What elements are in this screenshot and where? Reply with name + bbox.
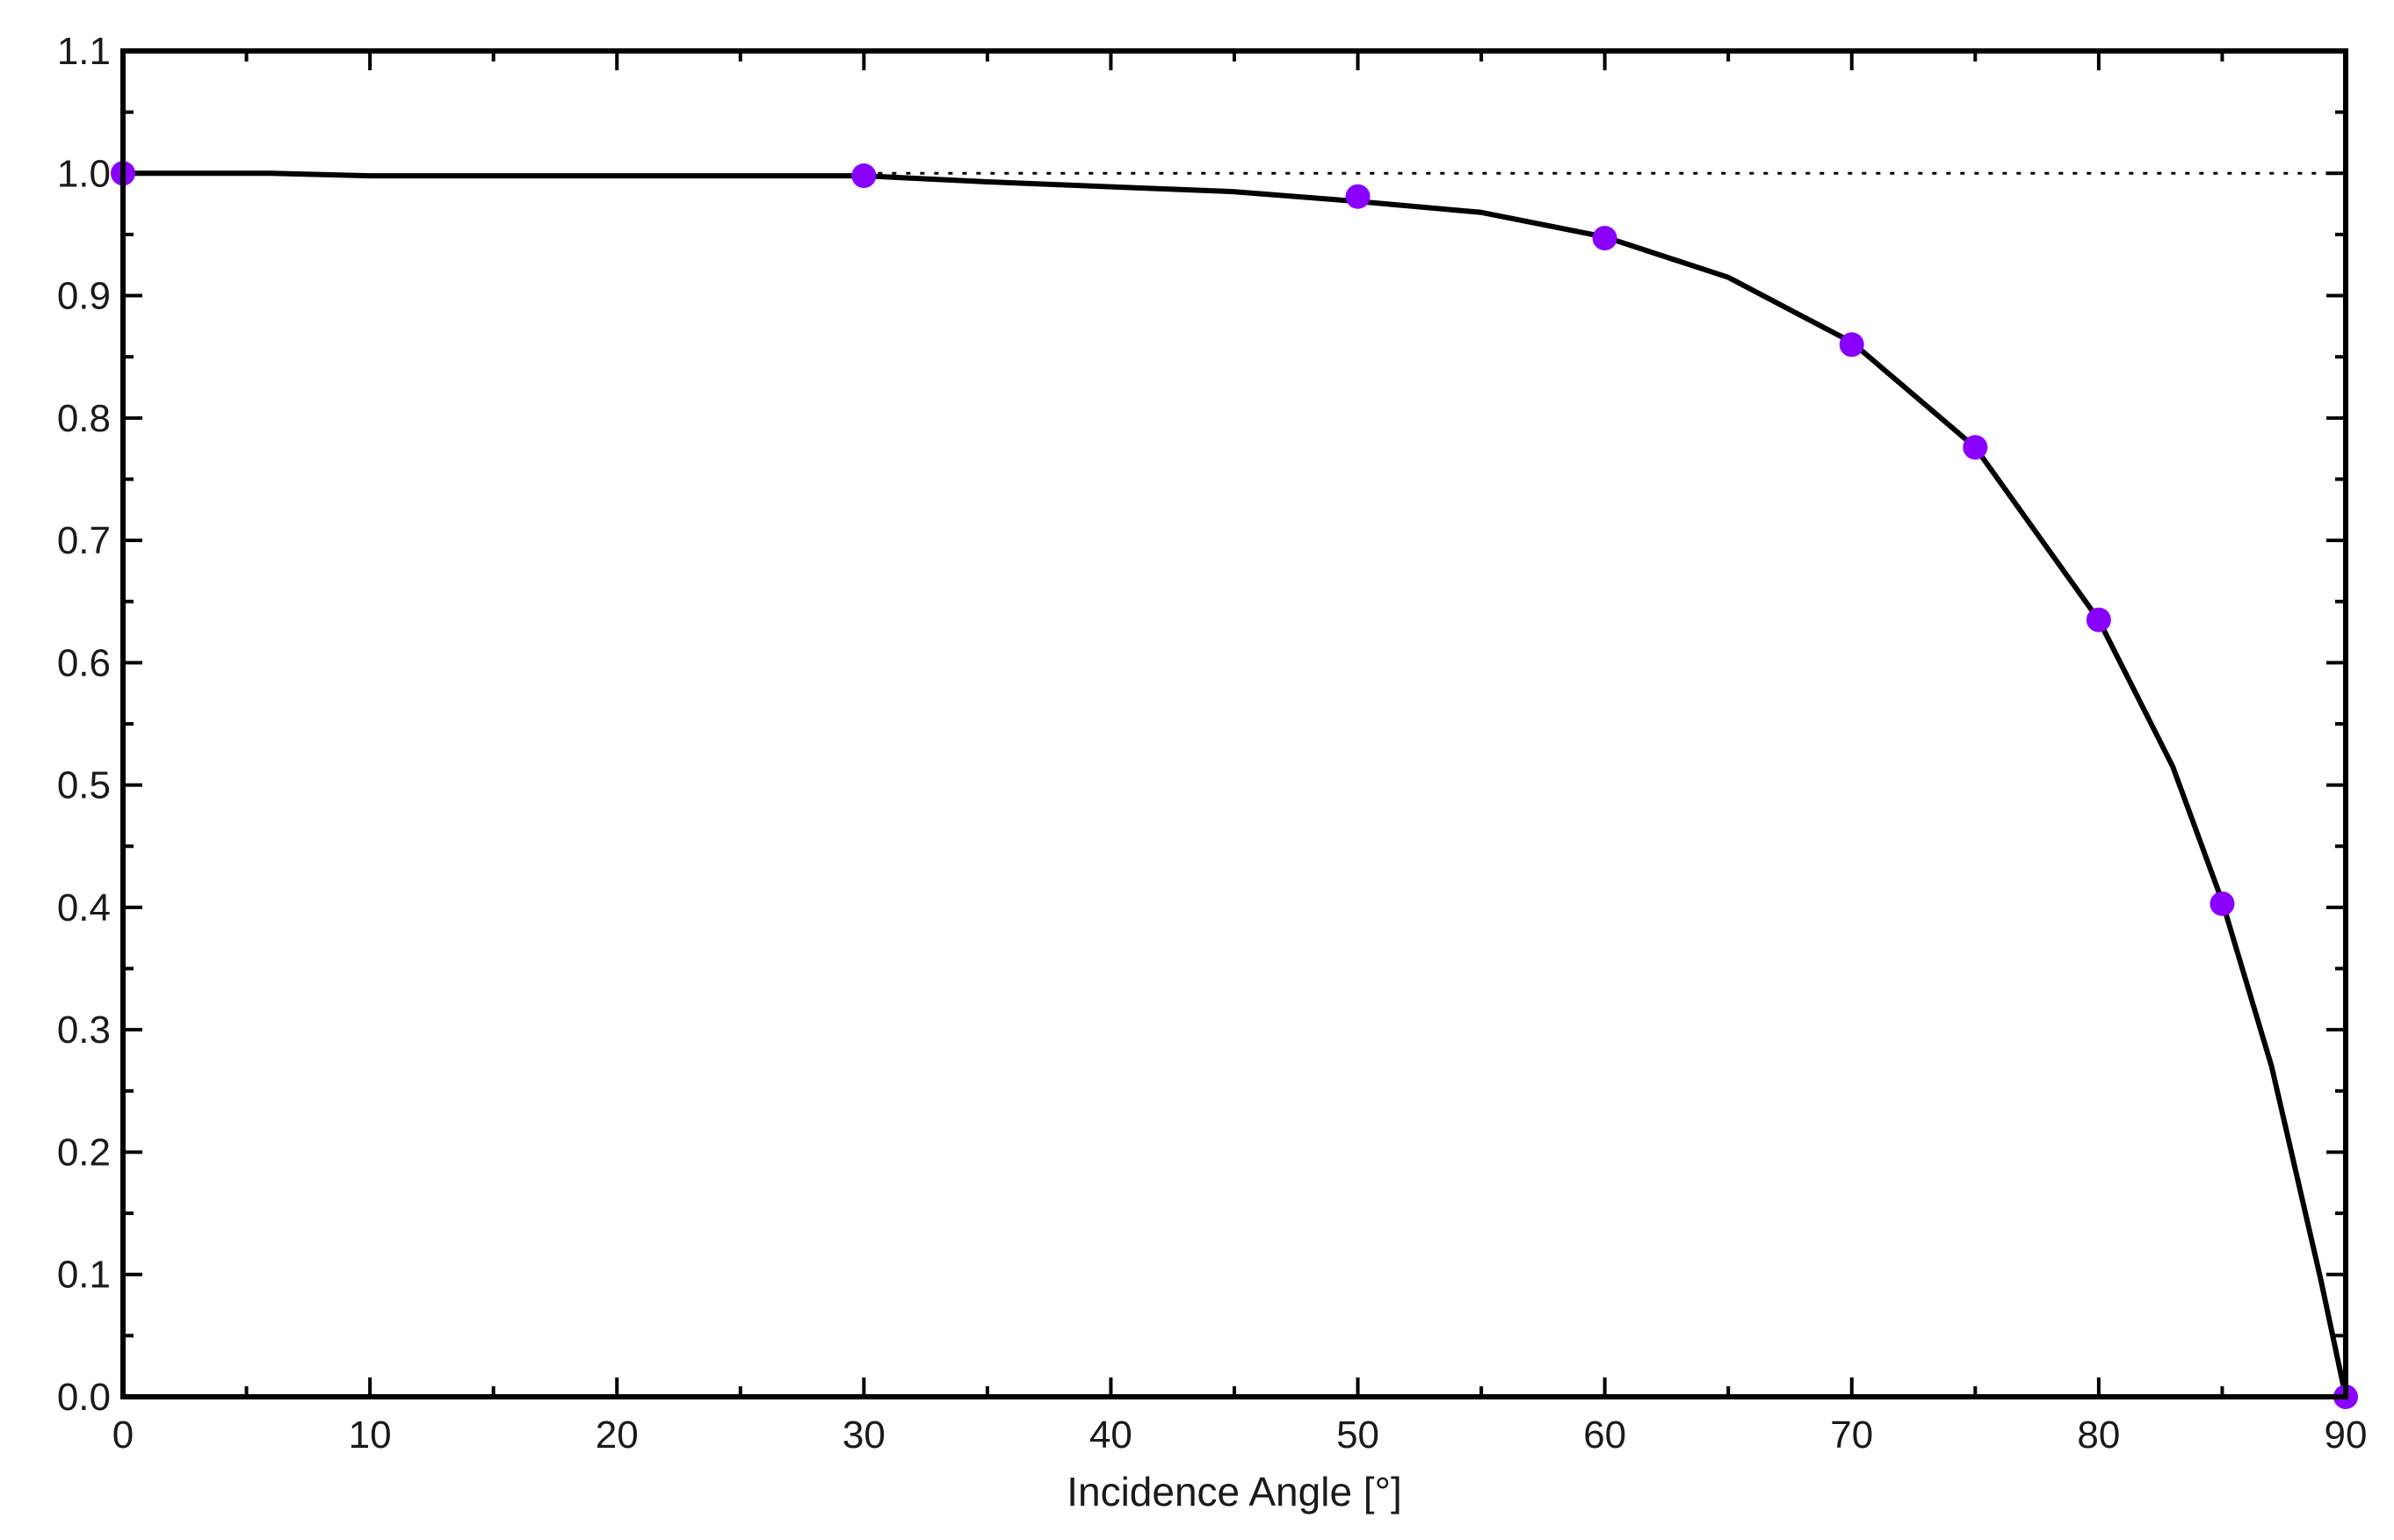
y-tick-label: 0.4 [57,886,111,929]
y-tick-label: 1.0 [57,152,111,195]
y-tick-label: 1.1 [57,30,111,73]
data-point [1963,435,1988,460]
x-tick-label: 90 [2325,1413,2368,1457]
data-point [1592,226,1617,251]
x-tick-label: 80 [2077,1413,2120,1457]
x-tick-label: 40 [1089,1413,1132,1457]
x-tick-label: 20 [596,1413,639,1457]
y-tick-label: 0.6 [57,641,111,684]
series-line [120,170,2348,1399]
y-tick-label: 0.8 [57,397,111,440]
x-tick-label: 0 [112,1413,134,1457]
data-point [2086,607,2111,633]
data-point [2210,891,2235,916]
tick-labels-layer: 0 10 20 30 40 50 60 70 80 90 0.0 0.1 0.2 0.3 0.4 0.5 0.6… [57,30,2368,1457]
y-tick-label: 0.5 [57,764,111,807]
y-tick-label: 0.1 [57,1254,111,1297]
plot-frame [120,48,2348,1399]
y-tick-label: 0.3 [57,1009,111,1052]
data-point [1839,332,1864,358]
markers-layer [111,161,2358,1409]
x-axis-label: Incidence Angle [°] [1067,1469,1402,1515]
data-point [851,163,877,189]
y-tick-label: 0.2 [57,1131,111,1174]
y-tick-label: 0.9 [57,275,111,318]
x-tick-label: 30 [843,1413,886,1457]
data-point [1345,184,1371,209]
series-layer [120,170,2348,1399]
y-tick-label: 0.7 [57,519,111,562]
x-tick-label: 60 [1583,1413,1626,1457]
x-tick-label: 10 [349,1413,392,1457]
y-tick-label: 0.0 [57,1376,111,1419]
x-tick-label: 50 [1336,1413,1379,1457]
x-tick-label: 70 [1830,1413,1873,1457]
ticks-layer [121,49,2347,1399]
